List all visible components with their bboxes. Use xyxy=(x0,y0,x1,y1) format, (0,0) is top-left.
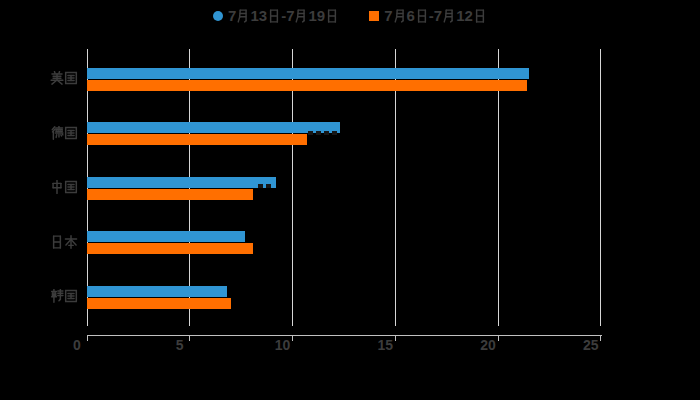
legend-label: 7 13 -7 19 xyxy=(228,7,339,24)
x-tick-label: 10 xyxy=(275,337,291,353)
bar-series1-0 xyxy=(87,80,527,91)
gridline xyxy=(189,49,190,326)
text-run: -7 xyxy=(429,7,442,24)
cjk-glyph-月 xyxy=(442,9,456,23)
category-label xyxy=(50,289,78,303)
text-run: 7 xyxy=(384,7,392,24)
bar-series1-3 xyxy=(87,243,253,254)
text-run: 6 xyxy=(407,7,415,24)
legend: 713-71976-712 xyxy=(0,7,700,24)
cjk-glyph-月 xyxy=(393,9,407,23)
label-artifact-0 xyxy=(308,131,340,136)
cjk-glyph-国 xyxy=(64,180,78,194)
cjk-glyph-国 xyxy=(64,126,78,140)
cjk-glyph-日 xyxy=(415,9,429,23)
legend-square-marker xyxy=(369,11,379,21)
bar-series0-2 xyxy=(87,177,276,188)
bar-series1-4 xyxy=(87,298,231,309)
cjk-glyph-美 xyxy=(50,71,64,85)
text-run: -7 xyxy=(281,7,294,24)
cjk-glyph-日 xyxy=(325,9,339,23)
text-run: 7 xyxy=(228,7,236,24)
legend-label: 76 -7 12 xyxy=(384,7,487,24)
cjk-glyph-日 xyxy=(267,9,281,23)
cjk-glyph-国 xyxy=(64,289,78,303)
cjk-glyph-月 xyxy=(236,9,250,23)
bar-series0-4 xyxy=(87,286,227,297)
bar-series1-1 xyxy=(87,134,307,145)
cjk-glyph-国 xyxy=(64,71,78,85)
bar-series0-0 xyxy=(87,68,529,79)
legend-circle-marker xyxy=(213,11,223,21)
category-label xyxy=(50,235,78,249)
x-tick-label: 15 xyxy=(377,337,393,353)
text-run: 19 xyxy=(308,7,325,24)
x-tick-label: 25 xyxy=(583,337,599,353)
bar-series0-3 xyxy=(87,231,245,242)
legend-item-0[interactable]: 7 13 -7 19 xyxy=(213,7,339,24)
bar-chart: 713-71976-7120510152025 xyxy=(0,0,700,400)
text-run: 12 xyxy=(456,7,473,24)
category-label xyxy=(50,126,78,140)
category-label xyxy=(50,180,78,194)
cjk-glyph-月 xyxy=(294,9,308,23)
x-tick-label: 20 xyxy=(480,337,496,353)
cjk-glyph-德 xyxy=(50,126,64,140)
cjk-glyph-日 xyxy=(50,235,64,249)
gridline xyxy=(292,49,293,326)
x-tick-label: 0 xyxy=(73,337,81,353)
label-artifact-1 xyxy=(258,184,274,188)
x-axis-line xyxy=(87,335,602,336)
legend-item-1[interactable]: 76 -7 12 xyxy=(369,7,487,24)
cjk-glyph-本 xyxy=(64,235,78,249)
cjk-glyph-中 xyxy=(50,180,64,194)
category-label xyxy=(50,71,78,85)
cjk-glyph-日 xyxy=(473,9,487,23)
gridline xyxy=(600,49,601,326)
x-tick-label: 5 xyxy=(176,337,184,353)
gridline xyxy=(498,49,499,326)
bar-series1-2 xyxy=(87,189,253,200)
text-run: 13 xyxy=(250,7,267,24)
gridline xyxy=(87,49,88,326)
cjk-glyph-韩 xyxy=(50,289,64,303)
gridline xyxy=(395,49,396,326)
bar-series0-1 xyxy=(87,122,340,133)
